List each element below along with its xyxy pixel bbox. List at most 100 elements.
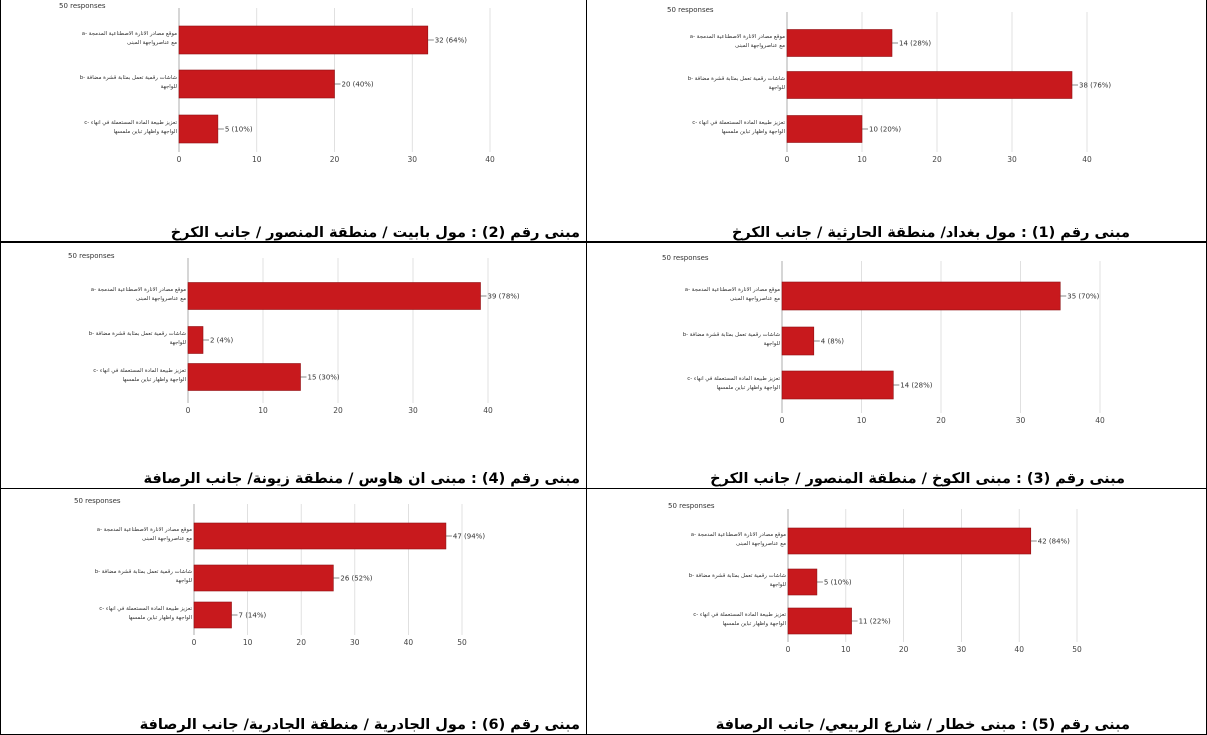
- category-label-line: c- تعزيز طبيعة المادة المستعملة في انهاء: [692, 120, 785, 126]
- data-label: 2 (4%): [210, 337, 234, 345]
- tick-label: 10: [252, 155, 262, 164]
- table-border-row2: [0, 488, 1207, 489]
- tick-label: 20: [899, 645, 909, 654]
- data-label: 26 (52%): [340, 575, 372, 583]
- category-label-line: c- تعزيز طبيعة المادة المستعملة في انهاء: [693, 612, 786, 618]
- category-label-line: b- شاشات رقمية تعمل بمثابة قشرة مضافة: [89, 331, 187, 337]
- category-label: a- موقع مصادر الانارة الاصطناعية المدمجة…: [82, 31, 177, 46]
- data-label: 47 (94%): [453, 533, 485, 541]
- bar: [193, 564, 334, 592]
- category-label: b- شاشات رقمية تعمل بمثابة قشرة مضافة للو…: [683, 332, 781, 347]
- bar: [178, 25, 429, 55]
- responses-subtitle: 50 responses: [662, 254, 709, 262]
- bar: [187, 282, 481, 310]
- bar-chart-building-5: 50 responses 0 10 20 30 40 50 42 (84%) a- موقع م…: [668, 502, 1082, 654]
- category-label: b- شاشات رقمية تعمل بمثابة قشرة مضافة للو…: [95, 569, 193, 584]
- data-label: 38 (76%): [1079, 82, 1111, 90]
- bar-chart-building-1: 50 responses 0 10 20 30 40 14 (28%) a- موقع مصا…: [667, 6, 1111, 164]
- tick-label: 20: [932, 155, 942, 164]
- tick-label: 20: [936, 416, 946, 425]
- category-label: b- شاشات رقمية تعمل بمثابة قشرة مضافة للو…: [689, 573, 787, 588]
- tick-label: 40: [1014, 645, 1024, 654]
- category-label: a- موقع مصادر الانارة الاصطناعية المدمجة…: [691, 532, 786, 547]
- data-label: 32 (64%): [435, 37, 467, 45]
- caption-building-6: مبنى رقم (6) : مول الجادرية / منطقة الجا…: [139, 717, 580, 733]
- caption-building-4: مبنى رقم (4) : مبنى ان هاوس / منطقة زيون…: [143, 471, 580, 487]
- category-label-line: c- تعزيز طبيعة المادة المستعملة في انهاء: [99, 606, 192, 612]
- category-label-line: الواجهة واظهار تباين ملمسها: [717, 385, 781, 391]
- category-label: c- تعزيز طبيعة المادة المستعملة في انهاء…: [687, 376, 780, 391]
- tick-label: 10: [258, 406, 268, 415]
- data-label: 39 (78%): [488, 293, 520, 301]
- bar: [178, 69, 335, 99]
- tick-label: 30: [1016, 416, 1026, 425]
- bar: [781, 281, 1061, 311]
- category-label-line: مع عناصرواجهة المبنى: [730, 296, 780, 302]
- bar: [786, 115, 863, 143]
- category-label-line: الواجهة واظهار تباين ملمسها: [722, 129, 786, 135]
- chart-cell-building-5: 50 responses 0 10 20 30 40 50 42 (84%) a- موقع م…: [587, 489, 1206, 717]
- tick-label: 10: [841, 645, 851, 654]
- tick-label: 30: [408, 406, 418, 415]
- bar-chart-building-3: 50 responses 0 10 20 30 40 35 (70%) a- موقع مصا…: [662, 254, 1105, 425]
- responses-subtitle: 50 responses: [668, 502, 715, 510]
- category-label-line: الواجهة واظهار تباين ملمسها: [114, 129, 178, 135]
- data-label: 35 (70%): [1067, 293, 1099, 301]
- category-label: b- شاشات رقمية تعمل بمثابة قشرة مضافة للو…: [89, 331, 187, 346]
- category-label-line: c- تعزيز طبيعة المادة المستعملة في انهاء: [93, 368, 186, 374]
- category-label: a- موقع مصادر الانارة الاصطناعية المدمجة…: [690, 34, 785, 49]
- category-label-line: b- شاشات رقمية تعمل بمثابة قشرة مضافة: [95, 569, 193, 575]
- category-label: c- تعزيز طبيعة المادة المستعملة في انهاء…: [693, 612, 786, 627]
- data-label: 42 (84%): [1038, 538, 1070, 546]
- bar: [781, 370, 894, 400]
- category-label-line: c- تعزيز طبيعة المادة المستعملة في انهاء: [687, 376, 780, 382]
- category-label-line: a- موقع مصادر الانارة الاصطناعية المدمجة: [691, 532, 786, 538]
- caption-building-3: مبنى رقم (3) : مبنى الكوخ / منطقة المنصو…: [710, 471, 1125, 487]
- bar: [786, 29, 893, 57]
- chart-cell-building-1: 50 responses 0 10 20 30 40 14 (28%) a- موقع مصا…: [587, 0, 1206, 225]
- tick-label: 10: [857, 416, 867, 425]
- tick-label: 0: [786, 645, 791, 654]
- category-label-line: a- موقع مصادر الانارة الاصطناعية المدمجة: [690, 34, 785, 40]
- category-label-line: c- تعزيز طبيعة المادة المستعملة في انهاء: [84, 120, 177, 126]
- category-label: c- تعزيز طبيعة المادة المستعملة في انهاء…: [84, 120, 177, 135]
- bar: [786, 71, 1073, 99]
- category-label-line: مع عناصرواجهة المبنى: [136, 296, 186, 302]
- tick-label: 0: [780, 416, 785, 425]
- tick-label: 40: [1082, 155, 1092, 164]
- caption-building-2: مبنى رقم (2) : مول بابيت / منطقة المنصور…: [170, 225, 580, 241]
- bar: [787, 527, 1032, 555]
- data-label: 15 (30%): [308, 374, 340, 382]
- category-label: b- شاشات رقمية تعمل بمثابة قشرة مضافة للو…: [80, 75, 178, 90]
- tick-label: 20: [330, 155, 340, 164]
- data-label: 10 (20%): [869, 126, 901, 134]
- chart-cell-building-4: 50 responses 0 10 20 30 40 39 (78%) a- موقع مصا…: [1, 243, 586, 471]
- caption-underline-building-1: [587, 241, 1206, 242]
- tick-label: 30: [1007, 155, 1017, 164]
- bar: [178, 114, 219, 144]
- tick-label: 0: [177, 155, 182, 164]
- bar: [787, 607, 852, 635]
- caption-building-5: مبنى رقم (5) : مبنى خطار / شارع الربيعي/…: [715, 717, 1130, 733]
- category-label-line: b- شاشات رقمية تعمل بمثابة قشرة مضافة: [689, 573, 787, 579]
- category-label-line: للواجهة: [769, 85, 786, 91]
- category-label-line: للواجهة: [764, 341, 781, 347]
- category-label-line: مع عناصرواجهة المبنى: [735, 43, 785, 49]
- bar-chart-building-4: 50 responses 0 10 20 30 40 39 (78%) a- موقع مصا…: [68, 252, 520, 415]
- tick-label: 30: [957, 645, 967, 654]
- bar: [781, 326, 815, 356]
- data-label: 14 (28%): [899, 40, 931, 48]
- caption-building-1: مبنى رقم (1) : مول بغداد/ منطقة الحارثية…: [731, 225, 1130, 241]
- bar-chart-building-6: 50 responses 0 10 20 30 40 50 47 (94%) a- موقع م…: [74, 497, 485, 647]
- responses-subtitle: 50 responses: [68, 252, 115, 260]
- tick-label: 0: [785, 155, 790, 164]
- category-label-line: مع عناصرواجهة المبنى: [127, 40, 177, 46]
- category-label-line: للواجهة: [170, 340, 187, 346]
- tick-label: 20: [333, 406, 343, 415]
- data-label: 5 (10%): [824, 579, 852, 587]
- tick-label: 40: [1095, 416, 1105, 425]
- tick-label: 40: [483, 406, 493, 415]
- chart-cell-building-3: 50 responses 0 10 20 30 40 35 (70%) a- موقع مصا…: [587, 243, 1206, 471]
- data-label: 14 (28%): [900, 382, 932, 390]
- category-label-line: a- موقع مصادر الانارة الاصطناعية المدمجة: [685, 287, 780, 293]
